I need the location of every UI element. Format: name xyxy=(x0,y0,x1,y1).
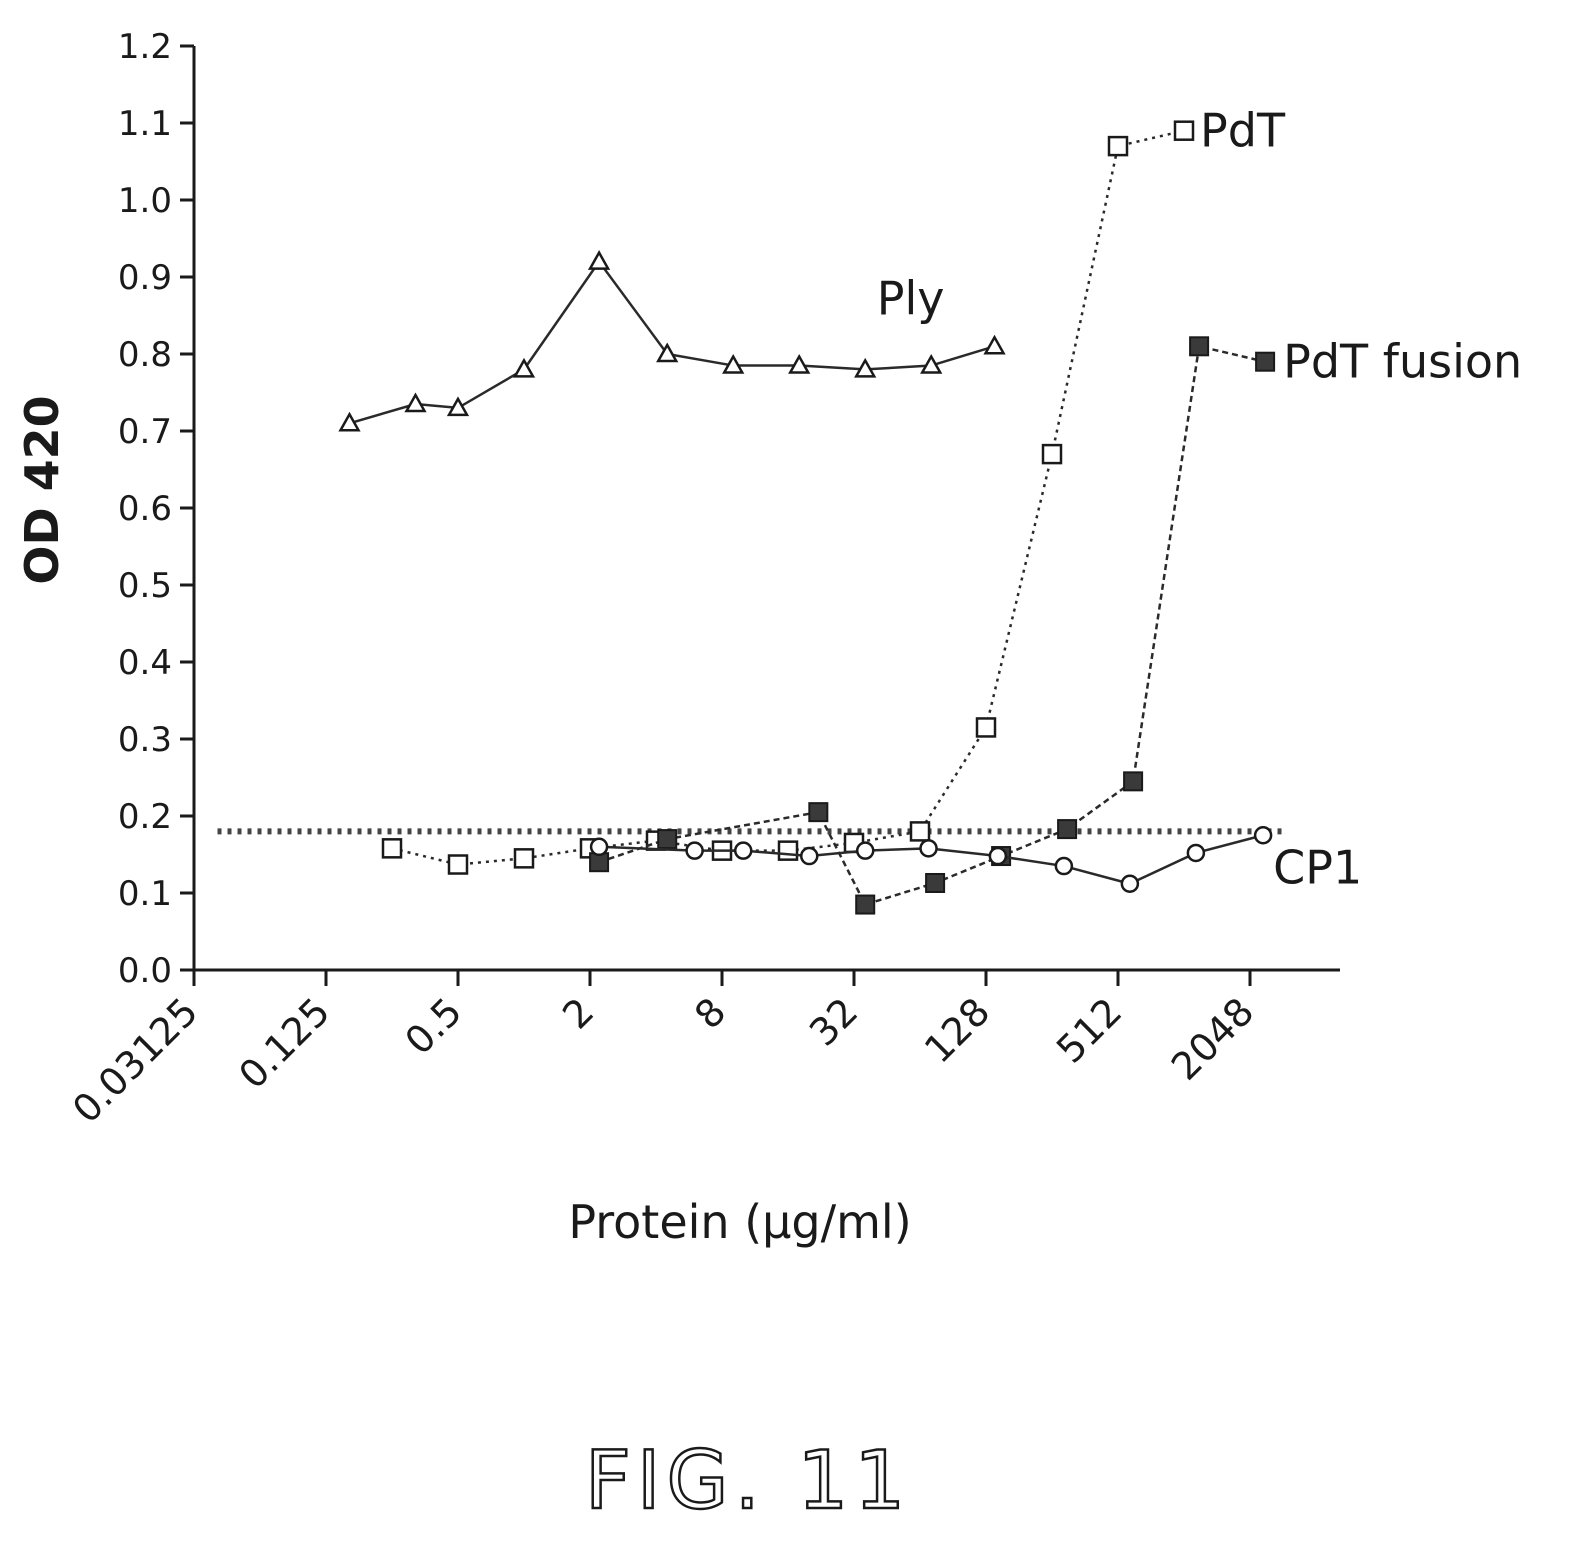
data-point xyxy=(808,802,829,823)
data-point xyxy=(788,354,811,374)
axes: 0.00.10.20.30.40.50.60.70.80.91.01.11.2 … xyxy=(64,27,1340,1131)
x-tick-label: 128 xyxy=(916,989,998,1071)
data-point xyxy=(656,342,679,363)
series-label: Ply xyxy=(877,271,945,325)
data-point xyxy=(855,894,876,915)
series-label: CP1 xyxy=(1273,840,1362,894)
data-point xyxy=(1054,856,1074,876)
data-point xyxy=(925,872,946,893)
data-point xyxy=(589,837,609,857)
data-point xyxy=(1123,771,1144,792)
data-point xyxy=(338,411,361,432)
figure-caption: FIG. 11 xyxy=(585,1434,911,1527)
y-tick-label: 0.2 xyxy=(118,797,172,837)
data-point xyxy=(1120,874,1140,894)
y-tick-label: 0.3 xyxy=(118,720,172,760)
data-point xyxy=(657,829,678,850)
series-layer xyxy=(338,120,1276,915)
series-line xyxy=(598,344,1266,907)
y-tick-label: 0.5 xyxy=(118,566,172,606)
y-ticks: 0.0 0.1 0.2 0.3 0.4 0.5 0.6 0.7 0.8 0.9 1.0 1.1 1.2 xyxy=(118,27,194,991)
series-labels: Ply PdT PdT fusion CP1 xyxy=(877,104,1522,895)
data-point xyxy=(854,357,877,378)
series-label: PdT xyxy=(1200,104,1286,158)
x-tick-label: 0.125 xyxy=(230,989,338,1097)
x-tick-label: 512 xyxy=(1048,989,1130,1071)
y-tick-label: 0.7 xyxy=(118,412,172,452)
x-tick-label: 2048 xyxy=(1163,989,1263,1089)
data-point xyxy=(722,354,745,374)
data-point xyxy=(447,854,469,875)
y-tick-label: 0.9 xyxy=(118,258,172,298)
data-point xyxy=(404,392,427,413)
series-line xyxy=(391,129,1185,866)
data-point xyxy=(1173,120,1195,141)
series-pdt xyxy=(381,120,1195,875)
data-point xyxy=(1253,826,1273,845)
y-axis-title: OD 420 xyxy=(15,395,69,584)
data-point xyxy=(733,841,753,860)
data-point xyxy=(381,838,403,859)
x-tick-label: 8 xyxy=(686,989,734,1037)
data-point xyxy=(975,717,997,738)
data-point xyxy=(909,821,931,842)
data-point xyxy=(1107,135,1129,157)
data-point xyxy=(777,840,799,861)
y-tick-label: 0.6 xyxy=(118,489,172,529)
data-point xyxy=(1057,819,1078,840)
series-pdt-fusion xyxy=(589,336,1276,915)
data-point xyxy=(1255,351,1276,372)
data-point xyxy=(685,841,704,860)
x-tick-label: 2 xyxy=(554,989,602,1037)
y-tick-label: 1.2 xyxy=(118,27,172,67)
data-point xyxy=(1189,336,1210,357)
data-point xyxy=(988,846,1008,866)
series-cp1 xyxy=(589,826,1273,894)
data-point xyxy=(446,396,470,417)
data-point xyxy=(855,841,875,860)
y-tick-label: 0.8 xyxy=(118,335,172,375)
data-point xyxy=(1186,843,1206,863)
x-tick-label: 32 xyxy=(801,989,866,1054)
data-point xyxy=(920,354,943,374)
data-point xyxy=(919,839,938,858)
data-point xyxy=(513,848,535,869)
data-point xyxy=(587,250,611,270)
y-tick-label: 1.1 xyxy=(118,104,172,144)
data-point xyxy=(512,357,536,378)
data-point xyxy=(799,846,819,866)
y-tick-label: 0.1 xyxy=(118,874,172,914)
x-ticks: 0.03125 0.125 0.5 2 8 32 128 512 2048 xyxy=(64,970,1262,1131)
series-ply xyxy=(338,250,1006,432)
y-tick-label: 0.0 xyxy=(118,951,172,991)
x-axis-title: Protein (µg/ml) xyxy=(568,1195,911,1249)
x-tick-label: 0.03125 xyxy=(64,989,206,1131)
y-tick-label: 1.0 xyxy=(118,181,172,221)
y-tick-label: 0.4 xyxy=(118,643,172,683)
x-tick-label: 0.5 xyxy=(397,989,471,1063)
data-point xyxy=(983,334,1006,355)
data-point xyxy=(1041,443,1063,465)
series-label: PdT fusion xyxy=(1283,335,1522,389)
